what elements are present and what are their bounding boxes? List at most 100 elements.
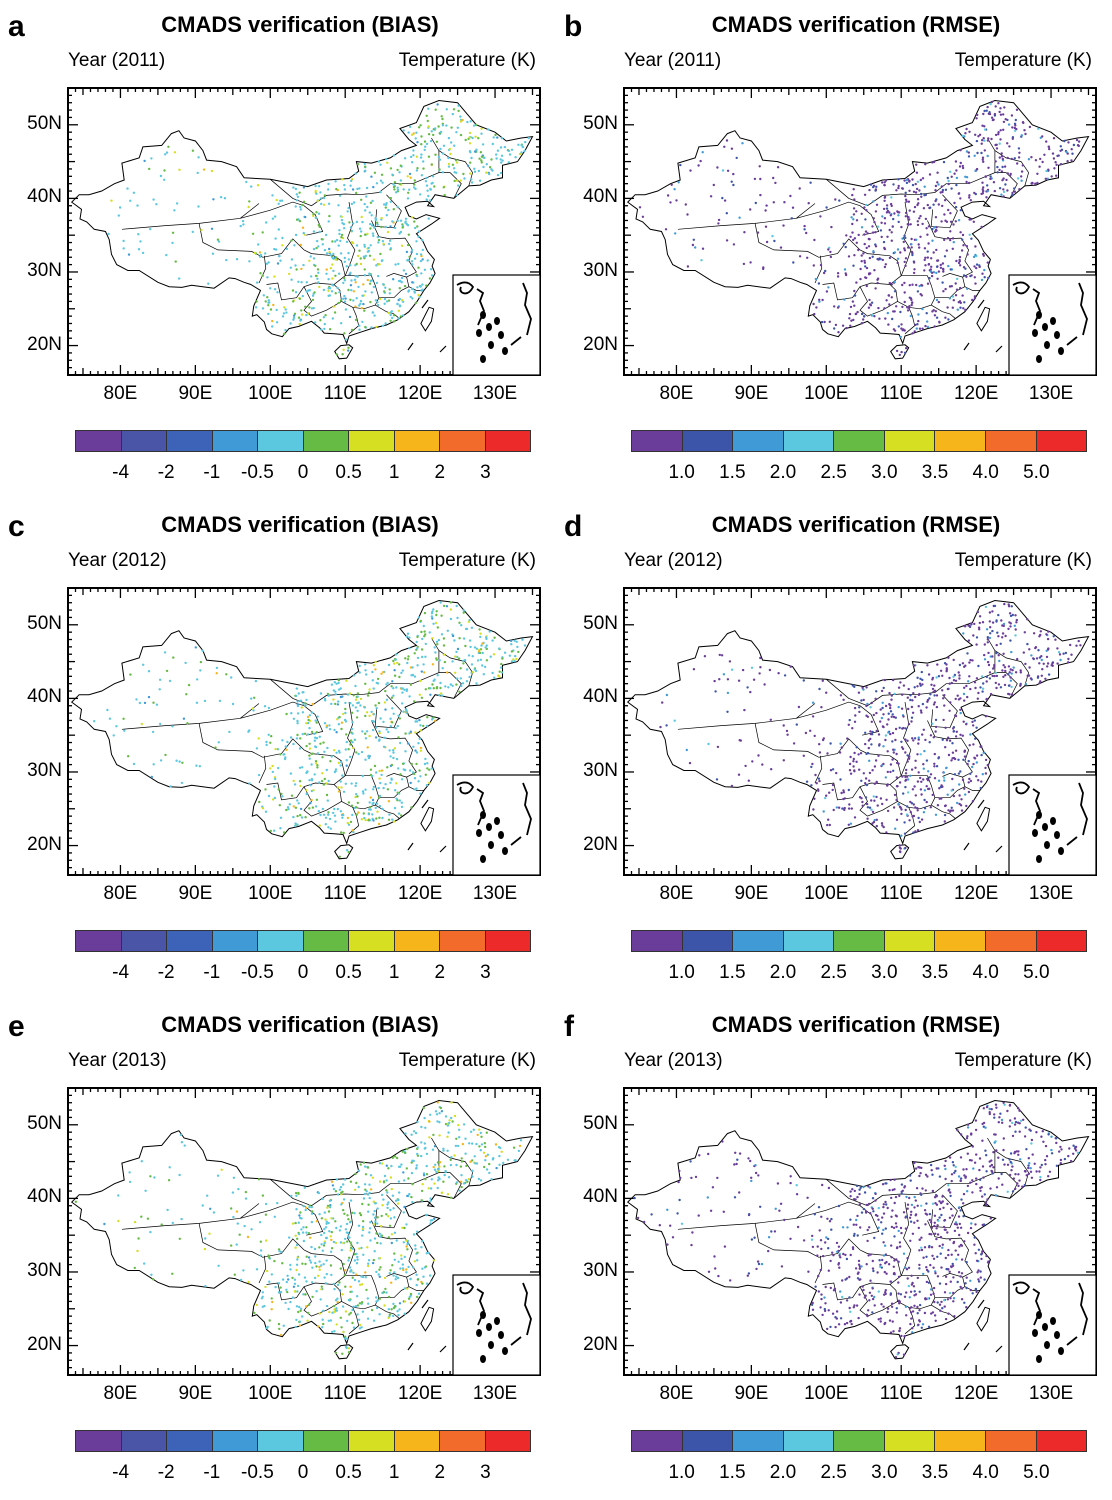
station-dot <box>849 305 853 309</box>
station-dot <box>966 287 969 290</box>
station-dot <box>347 206 350 210</box>
station-dot <box>912 814 916 818</box>
station-dot <box>895 798 898 802</box>
station-dot <box>350 804 354 807</box>
station-dot <box>1054 161 1057 164</box>
station-dot <box>966 695 969 699</box>
station-dot <box>434 127 437 130</box>
station-dot <box>269 829 272 833</box>
station-dot <box>310 307 314 310</box>
station-dot <box>387 818 391 821</box>
station-dot <box>881 181 884 184</box>
station-dot <box>366 232 369 236</box>
station-dot <box>410 248 414 252</box>
station-dot <box>471 1175 474 1178</box>
station-dot <box>339 299 343 302</box>
station-dot <box>833 327 836 330</box>
station-dot <box>385 1189 388 1192</box>
station-dot <box>368 272 371 275</box>
station-dot <box>975 263 979 266</box>
station-dot <box>1009 625 1012 628</box>
station-dot <box>400 244 404 247</box>
station-dot <box>916 223 920 227</box>
station-dot <box>395 653 398 656</box>
station-dot <box>296 712 300 715</box>
colorbar <box>631 430 1087 452</box>
station-dot <box>912 210 916 213</box>
station-dot <box>1013 190 1017 193</box>
station-dot <box>810 784 813 787</box>
station-dot <box>1041 160 1044 164</box>
station-dot <box>419 619 422 623</box>
station-dot <box>347 1351 351 1354</box>
station-dot <box>1077 140 1081 143</box>
station-dot <box>378 1162 382 1165</box>
station-dot <box>407 191 410 194</box>
station-dot <box>494 133 497 137</box>
station-dot <box>1077 639 1080 643</box>
station-dot <box>466 164 470 167</box>
station-dot <box>1002 622 1006 626</box>
station-dot <box>423 268 427 271</box>
station-dot <box>389 1269 392 1272</box>
station-dot <box>357 752 360 756</box>
station-dot <box>990 100 994 104</box>
station-dot <box>974 282 977 285</box>
station-dot <box>973 154 976 157</box>
station-dot <box>421 248 424 252</box>
station-dot <box>383 297 387 301</box>
station-dot <box>163 651 167 654</box>
colorbar-label: 3.5 <box>921 462 949 483</box>
station-dot <box>887 294 890 297</box>
station-dot <box>1010 114 1014 117</box>
station-dot <box>265 743 268 747</box>
station-dot <box>303 1186 306 1189</box>
station-dot <box>414 731 417 734</box>
station-dot <box>865 203 868 207</box>
station-dot <box>370 214 373 217</box>
station-dot <box>669 201 672 204</box>
station-dot <box>900 350 903 354</box>
station-dot <box>349 1311 352 1315</box>
station-dot <box>308 757 311 760</box>
station-dot <box>979 786 982 790</box>
station-dot <box>747 779 750 782</box>
station-dot <box>244 1197 248 1200</box>
station-dot <box>839 742 842 745</box>
station-dot <box>361 220 364 224</box>
taiwan-outline <box>420 806 435 832</box>
station-dot <box>996 171 999 174</box>
station-dot <box>339 239 342 243</box>
station-dot <box>180 781 184 785</box>
station-dot <box>1001 669 1004 672</box>
station-dot <box>267 299 270 302</box>
station-dot <box>973 276 976 279</box>
station-dot <box>1050 175 1053 178</box>
station-dot <box>1007 665 1011 668</box>
station-dot <box>258 255 262 258</box>
station-dot <box>294 1246 297 1249</box>
year-label: Year (2012) <box>624 550 723 571</box>
station-dot <box>937 270 941 273</box>
station-dot <box>923 807 927 810</box>
station-dot <box>411 297 414 300</box>
station-dot <box>301 766 304 769</box>
station-dot <box>782 759 785 762</box>
station-dot <box>920 284 924 287</box>
station-dot <box>865 246 868 250</box>
station-dot <box>367 819 370 822</box>
station-dot <box>242 223 245 226</box>
station-dot <box>907 722 911 726</box>
station-dot <box>907 200 911 203</box>
station-dot <box>1000 170 1004 173</box>
station-dot <box>74 1200 78 1203</box>
station-dot <box>1034 646 1037 650</box>
station-dot <box>931 676 935 680</box>
station-dot <box>864 731 867 734</box>
station-dot <box>838 199 841 202</box>
station-dot <box>354 784 357 788</box>
station-dot <box>421 637 424 641</box>
station-dot <box>348 1266 352 1269</box>
station-dot <box>386 788 390 791</box>
lat-label: 20N <box>27 833 62 855</box>
